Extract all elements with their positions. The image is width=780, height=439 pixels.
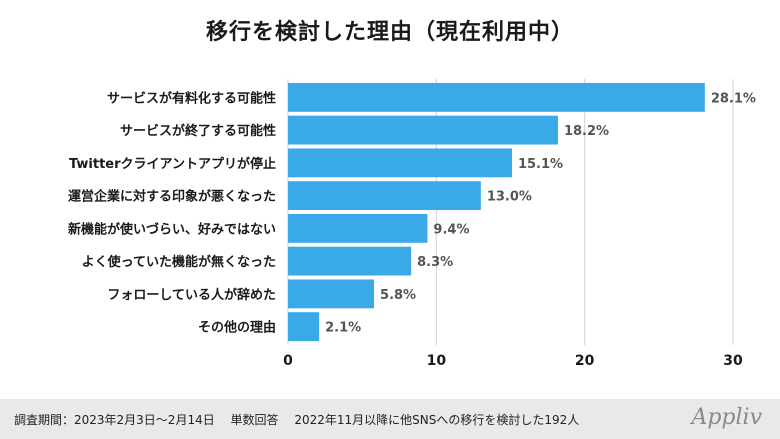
category-label: サービスが有料化する可能性 [107, 90, 276, 106]
category-label: フォローしている人が辞めた [107, 287, 276, 303]
value-label: 18.2% [564, 124, 609, 139]
bar [288, 213, 428, 243]
value-label: 15.1% [518, 157, 563, 172]
bar [288, 246, 412, 276]
value-label: 2.1% [325, 321, 361, 336]
footer-bar: 調査期間：2023年2月3日〜2月14日 単数回答 2022年11月以降に他SN… [0, 399, 780, 439]
appliv-logo: Appliv [691, 405, 762, 430]
x-tick-label: 30 [723, 353, 743, 369]
category-label: その他の理由 [198, 320, 276, 336]
category-label: 運営企業に対する印象が悪くなった [68, 189, 276, 205]
value-label: 28.1% [711, 91, 756, 106]
value-label: 8.3% [417, 255, 453, 270]
category-label: Twitterクライアントアプリが停止 [69, 156, 276, 172]
bar [288, 82, 705, 112]
value-label: 9.4% [433, 222, 469, 237]
value-labels: 28.1% 18.2% 15.1% 13.0% 9.4% 8.3% 5.8% 2.1% [325, 91, 756, 335]
x-tick-labels: 0 10 20 30 [283, 353, 743, 369]
bar [288, 148, 512, 178]
value-label: 13.0% [487, 190, 532, 205]
x-tick-label: 20 [575, 353, 595, 369]
value-label: 5.8% [380, 288, 416, 303]
x-tick-label: 0 [283, 353, 293, 369]
survey-note: 調査期間：2023年2月3日〜2月14日 単数回答 2022年11月以降に他SN… [14, 413, 580, 427]
x-tick-label: 10 [427, 353, 447, 369]
bar [288, 312, 320, 342]
category-label: サービスが終了する可能性 [120, 123, 276, 139]
category-label: よく使っていた機能が無くなった [82, 254, 276, 270]
bar [288, 181, 481, 211]
category-label: 新機能が使いづらい、好みではない [68, 221, 276, 237]
chart-title: 移行を検討した理由（現在利用中） [205, 20, 574, 45]
bar [288, 279, 375, 309]
chart-bars [288, 82, 705, 342]
bar [288, 115, 558, 145]
